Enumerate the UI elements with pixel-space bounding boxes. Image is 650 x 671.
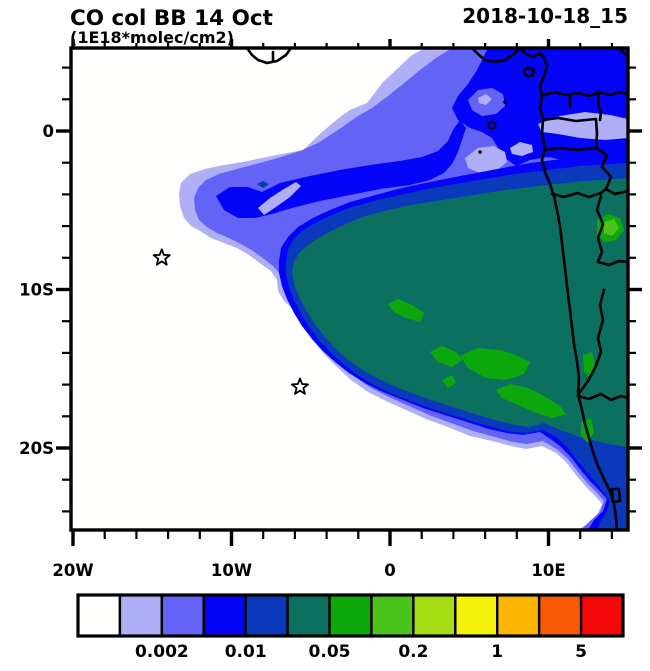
green-spot-5 bbox=[442, 375, 456, 388]
contour-layers bbox=[71, 48, 628, 530]
colorbar-cell bbox=[328, 593, 373, 638]
site-star-markers bbox=[152, 248, 309, 395]
border-gabon-congo bbox=[550, 187, 628, 199]
map-dot-2 bbox=[478, 150, 482, 154]
colorbar-cell bbox=[160, 593, 205, 638]
colorbar-cell bbox=[537, 593, 583, 638]
y-tick-label: 20S bbox=[19, 439, 54, 458]
y-tick-label: 10S bbox=[19, 281, 54, 300]
border-angola-north bbox=[576, 392, 628, 402]
green-streak-4 bbox=[496, 384, 566, 418]
gulf-coast-arc bbox=[245, 48, 293, 65]
lavender-patch-small bbox=[510, 142, 533, 156]
border-gabon-east bbox=[594, 146, 613, 191]
bright-green-core bbox=[604, 219, 619, 236]
lavender-dot-in-blue bbox=[478, 94, 492, 105]
plot-title: CO col BB 14 Oct bbox=[70, 6, 273, 31]
lavender-patch-central bbox=[465, 146, 507, 173]
colorbar-cell bbox=[202, 593, 247, 638]
teal-core-region bbox=[292, 178, 628, 447]
x-tick-label: 10W bbox=[211, 561, 252, 580]
colorbar-labels: 0.002 0.01 0.05 0.2 1 5 bbox=[135, 642, 587, 662]
colorbar-tick-label: 0.2 bbox=[398, 642, 428, 662]
plot-units-subtitle: (1E18*molec/cm2) bbox=[70, 28, 234, 47]
darkblue-dash-west bbox=[257, 181, 269, 188]
coastline-and-borders bbox=[245, 48, 628, 530]
colorbar-tick-label: 0.002 bbox=[135, 642, 189, 662]
y-tick-label: 0 bbox=[43, 122, 54, 141]
colorbar-cell bbox=[496, 593, 541, 638]
plot-date: 2018-10-18_15 bbox=[462, 4, 628, 28]
green-streak-2 bbox=[430, 346, 462, 367]
colorbar-frame bbox=[76, 593, 625, 638]
border-rio-muni-box bbox=[541, 116, 599, 152]
colorbar-cell bbox=[454, 593, 499, 638]
x-tick-label: 20W bbox=[52, 561, 93, 580]
star-marker bbox=[152, 248, 171, 266]
green-streak-3 bbox=[460, 348, 530, 380]
star-marker bbox=[290, 377, 309, 395]
colorbar-cell bbox=[412, 593, 457, 638]
colorbar-cell bbox=[76, 593, 122, 638]
colorbar-tick-label: 5 bbox=[575, 642, 587, 662]
border-cameroon-north bbox=[540, 90, 628, 98]
colorbar-cell bbox=[244, 593, 289, 638]
coast-notch-square bbox=[610, 487, 622, 504]
africa-west-coastline bbox=[470, 48, 619, 530]
colorbar-cell bbox=[579, 593, 625, 638]
x-tick-label: 0 bbox=[384, 561, 395, 580]
lavender-streak-west bbox=[258, 182, 301, 215]
colorbar-cell bbox=[286, 593, 331, 638]
colorbar-cell bbox=[370, 593, 415, 638]
bioko-island bbox=[522, 66, 536, 78]
axis-ticks bbox=[56, 39, 642, 546]
colorbar-cell bbox=[118, 593, 164, 638]
map-dot-1 bbox=[503, 100, 507, 104]
colorbar bbox=[76, 593, 625, 638]
axis-tick-labels: 20W 10W 0 10E 0 10S 20S bbox=[19, 122, 565, 580]
colorbar-tick-label: 0.05 bbox=[309, 642, 351, 662]
border-drc-angola bbox=[576, 288, 606, 398]
green-spot-coast-1 bbox=[583, 352, 595, 377]
border-congo-south bbox=[595, 194, 628, 267]
green-streak-1 bbox=[388, 299, 424, 322]
border-branch-1 bbox=[596, 92, 603, 122]
colorbar-tick-label: 1 bbox=[491, 642, 503, 662]
colorbar-tick-label: 0.01 bbox=[225, 642, 267, 662]
lake-ring-feature bbox=[487, 120, 497, 130]
x-tick-label: 10E bbox=[531, 561, 565, 580]
